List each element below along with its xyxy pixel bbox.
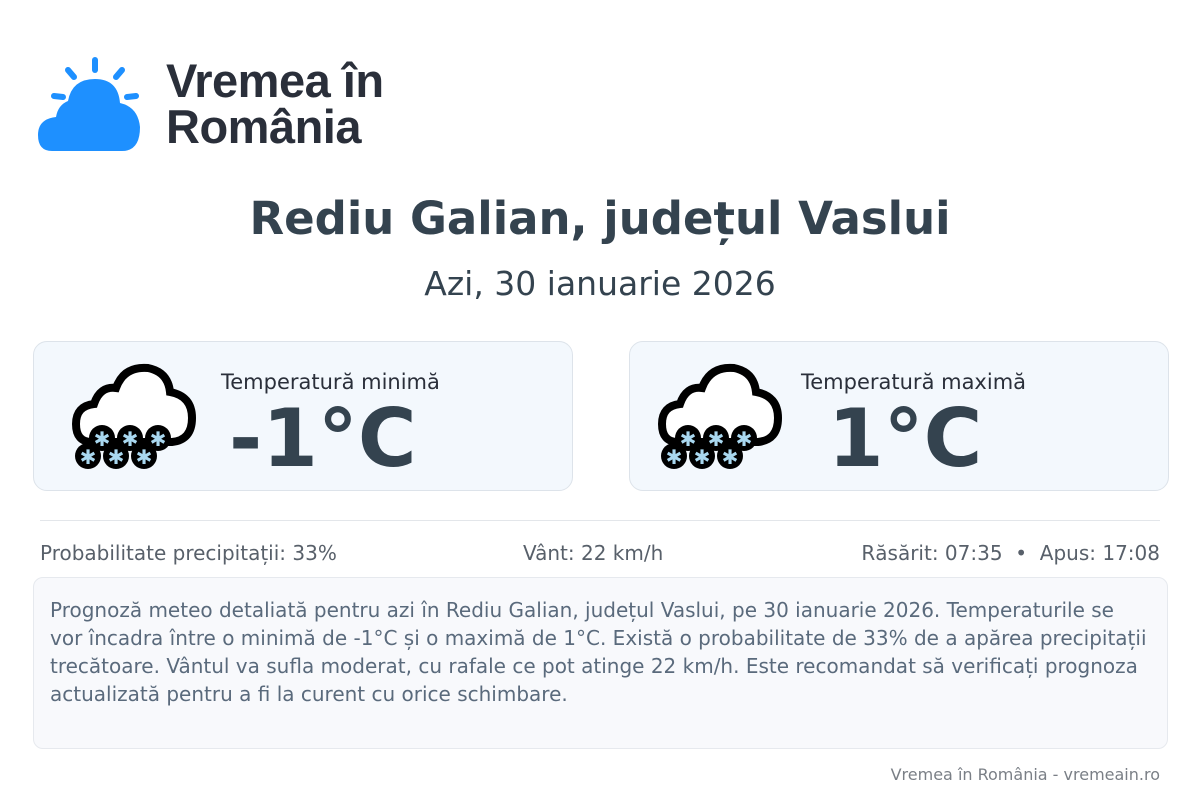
- wind-stat: Vânt: 22 km/h: [523, 541, 664, 565]
- date-subtitle: Azi, 30 ianuarie 2026: [424, 264, 776, 303]
- svg-text:✱: ✱: [136, 445, 153, 469]
- max-temp-label: Temperatură maximă: [801, 370, 1027, 394]
- svg-text:✱: ✱: [722, 445, 739, 469]
- footer-credit: Vremea în România - vremeain.ro: [890, 765, 1160, 784]
- min-temp-label: Temperatură minimă: [221, 370, 440, 394]
- svg-text:✱: ✱: [736, 427, 753, 451]
- max-temp-value: 1°C: [828, 392, 983, 485]
- precipitation-stat: Probabilitate precipitații: 33%: [40, 541, 337, 565]
- brand-line1: Vremea în: [166, 54, 384, 107]
- svg-text:✱: ✱: [108, 445, 125, 469]
- page-title: Rediu Galian, județul Vaslui: [249, 192, 951, 245]
- brand-line2: România: [166, 100, 361, 153]
- svg-text:✱: ✱: [94, 427, 111, 451]
- svg-text:✱: ✱: [80, 445, 97, 469]
- forecast-description: Prognoză meteo detaliată pentru azi în R…: [33, 577, 1168, 749]
- logo[interactable]: Vremea în România: [38, 55, 384, 153]
- svg-text:✱: ✱: [694, 445, 711, 469]
- svg-text:✱: ✱: [150, 427, 167, 451]
- max-temp-card: ✱ ✱ ✱ ✱ ✱ ✱ Temperatură maximă 1°C: [629, 341, 1169, 491]
- sun-times-stat: Răsărit: 07:35 • Apus: 17:08: [861, 541, 1160, 565]
- min-temp-card: ✱ ✱ ✱ ✱ ✱ ✱ Temperatură minimă -1°C: [33, 341, 573, 491]
- svg-text:✱: ✱: [122, 427, 139, 451]
- min-temp-value: -1°C: [229, 392, 417, 485]
- sun-cloud-icon: [38, 57, 140, 151]
- snow-cloud-icon: ✱ ✱ ✱✱ ✱ ✱: [72, 363, 197, 469]
- svg-text:✱: ✱: [680, 427, 697, 451]
- divider: [40, 520, 1160, 521]
- svg-text:✱: ✱: [708, 427, 725, 451]
- snow-cloud-icon: ✱ ✱ ✱✱ ✱ ✱: [658, 363, 783, 469]
- svg-text:✱: ✱: [666, 445, 683, 469]
